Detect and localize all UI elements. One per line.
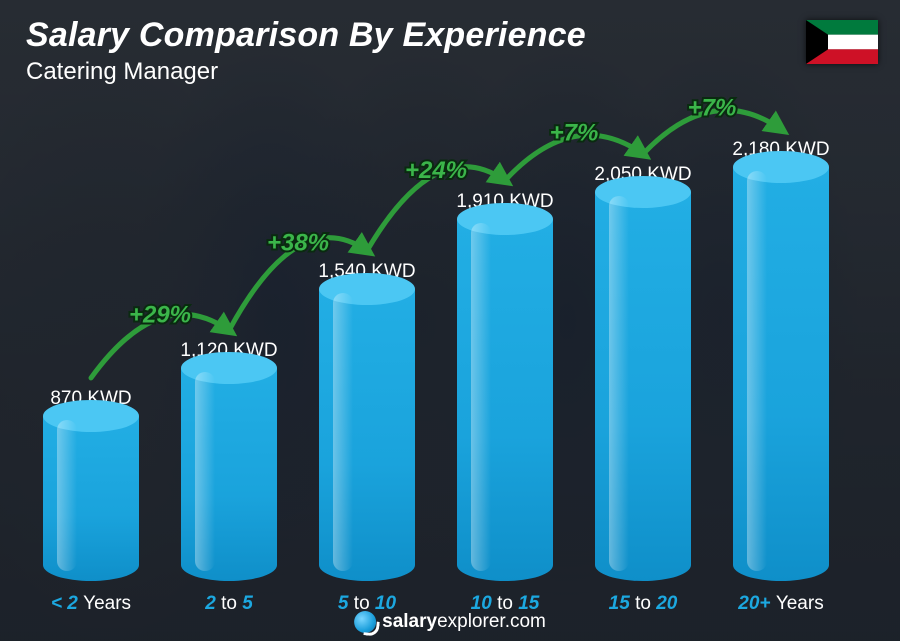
- bar-wrap: 1,540 KWD5 to 10: [298, 100, 436, 581]
- bar-body: [43, 416, 139, 581]
- bar-top-ellipse: [319, 273, 415, 305]
- bar-top-ellipse: [43, 400, 139, 432]
- footer-logo: salaryexplorer.com: [354, 611, 546, 633]
- footer-brand-strong: salary: [382, 611, 437, 632]
- bar-top-ellipse: [595, 176, 691, 208]
- page-subtitle: Catering Manager: [26, 58, 218, 86]
- bar-category-label: 15 to 20: [609, 593, 678, 615]
- bar-body: [319, 289, 415, 581]
- bar-chart: 870 KWD< 2 Years1,120 KWD2 to 51,540 KWD…: [22, 100, 850, 581]
- bar: [457, 219, 553, 581]
- bar-category-label: 2 to 5: [205, 593, 253, 615]
- footer-brand-light: explorer: [437, 611, 505, 632]
- logo-globe-icon: [354, 611, 376, 633]
- bar-wrap: 1,120 KWD2 to 5: [160, 100, 298, 581]
- bar-category-label: < 2 Years: [51, 593, 131, 615]
- footer-suffix: .com: [505, 611, 546, 632]
- footer-text: salaryexplorer.com: [382, 611, 546, 633]
- bar-body: [181, 368, 277, 581]
- bar-wrap: 2,050 KWD15 to 20: [574, 100, 712, 581]
- kuwait-flag-icon: [806, 20, 878, 64]
- infographic-stage: Salary Comparison By Experience Catering…: [0, 0, 900, 641]
- bar: [319, 289, 415, 581]
- bar-wrap: 870 KWD< 2 Years: [22, 100, 160, 581]
- bar-top-ellipse: [457, 203, 553, 235]
- bar-category-label: 20+ Years: [738, 593, 823, 615]
- bar-body: [733, 167, 829, 581]
- page-title: Salary Comparison By Experience: [26, 16, 586, 55]
- bar: [595, 192, 691, 581]
- bar: [733, 167, 829, 581]
- bar: [43, 416, 139, 581]
- bar-wrap: 1,910 KWD10 to 15: [436, 100, 574, 581]
- bar-body: [457, 219, 553, 581]
- bar-wrap: 2,180 KWD20+ Years: [712, 100, 850, 581]
- bar-body: [595, 192, 691, 581]
- bar: [181, 368, 277, 581]
